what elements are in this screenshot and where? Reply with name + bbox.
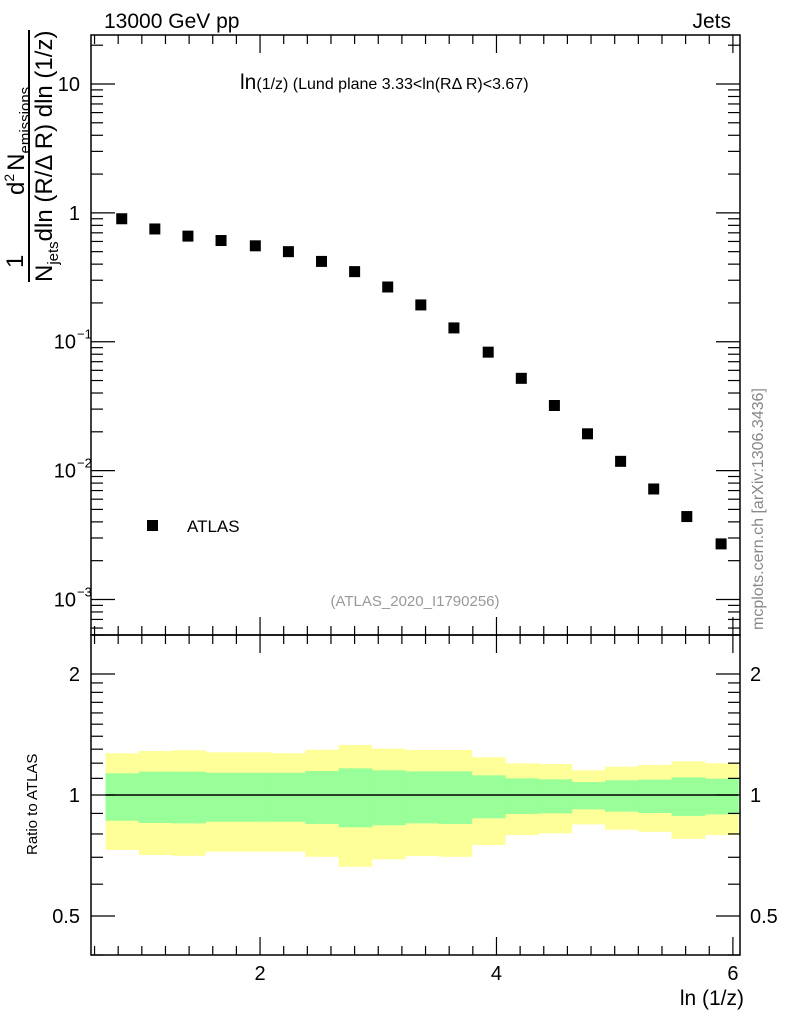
band-inner-bin bbox=[471, 775, 506, 819]
data-point-atlas bbox=[715, 538, 727, 550]
band-inner-bin bbox=[238, 772, 273, 822]
y-tick-exponent: −1 bbox=[77, 327, 92, 342]
band-inner-bin bbox=[505, 778, 539, 814]
band-inner-bin bbox=[338, 768, 373, 828]
header-right: Jets bbox=[692, 10, 731, 33]
y-tick-exponent: −2 bbox=[77, 456, 92, 471]
ratio-y-label: Ratio to ATLAS bbox=[24, 754, 41, 855]
legend-marker-atlas bbox=[147, 520, 158, 531]
ratio-y-tick-label-right: 1 bbox=[750, 785, 761, 807]
data-point-atlas bbox=[215, 235, 227, 247]
band-inner-bin bbox=[371, 770, 406, 826]
data-point-atlas bbox=[382, 281, 394, 293]
y-tick-label: 10 bbox=[54, 332, 76, 354]
data-point-atlas bbox=[249, 240, 261, 252]
ylabel-sup: 2 bbox=[1, 174, 17, 182]
y-tick-label: 10 bbox=[54, 461, 76, 483]
band-inner-bin bbox=[205, 772, 240, 822]
data-point-atlas bbox=[149, 223, 161, 235]
ylabel-N: N bbox=[3, 154, 30, 171]
band-inner-bin bbox=[638, 779, 673, 814]
x-tick-label: 6 bbox=[727, 963, 738, 985]
legend: ATLAS bbox=[147, 517, 240, 536]
data-point-atlas bbox=[282, 246, 294, 258]
main-frame bbox=[90, 34, 741, 636]
data-point-atlas bbox=[582, 428, 594, 440]
band-inner-bin bbox=[172, 771, 206, 824]
chart-title: ln(1/z) (Lund plane 3.33<ln(RΔ R)<3.67) bbox=[240, 71, 529, 94]
band-inner-bin bbox=[105, 773, 140, 821]
data-point-atlas bbox=[415, 299, 427, 311]
y-tick-exponent: −3 bbox=[77, 584, 92, 599]
data-point-atlas bbox=[482, 346, 494, 358]
ylabel-one: 1 bbox=[2, 255, 29, 268]
ratio-y-tick-label-left: 0.5 bbox=[52, 906, 80, 928]
band-inner-bin bbox=[671, 777, 706, 816]
data-point-atlas bbox=[615, 455, 627, 467]
ratio-y-tick-label-right: 2 bbox=[750, 664, 761, 686]
legend-label-atlas: ATLAS bbox=[187, 517, 240, 536]
x-tick-label: 4 bbox=[491, 963, 502, 985]
band-inner-bin bbox=[704, 778, 739, 815]
data-point-atlas bbox=[681, 511, 693, 523]
data-point-atlas bbox=[316, 255, 328, 267]
ylabel-d: d bbox=[3, 182, 30, 195]
analysis-id: (ATLAS_2020_I1790256) bbox=[330, 593, 499, 610]
x-axis-label: ln (1/z) bbox=[680, 987, 744, 1010]
x-tick-label: 2 bbox=[254, 963, 265, 985]
data-point-atlas bbox=[116, 213, 128, 225]
watermark: mcplots.cern.ch [arXiv:1306.3436] bbox=[750, 388, 767, 630]
data-point-atlas bbox=[648, 483, 660, 495]
ratio-y-tick-label-left: 2 bbox=[69, 664, 80, 686]
band-inner-bin bbox=[538, 779, 573, 814]
band-inner-bin bbox=[405, 771, 440, 824]
ratio-y-tick-label-right: 0.5 bbox=[750, 906, 778, 928]
band-inner-bin bbox=[305, 771, 340, 824]
ylabel-den-N: N bbox=[31, 265, 58, 282]
data-point-atlas bbox=[515, 372, 527, 384]
data-point-atlas bbox=[448, 322, 460, 334]
y-tick-label: 10 bbox=[58, 74, 80, 96]
data-point-atlas bbox=[548, 400, 560, 412]
band-inner-bin bbox=[438, 771, 473, 824]
ylabel-jets: jets bbox=[45, 241, 62, 265]
title-rest: (Lund plane 3.33<ln(RΔ R)<3.67) bbox=[288, 76, 528, 93]
ratio-y-tick-label-left: 1 bbox=[69, 785, 80, 807]
y-tick-label: 10 bbox=[54, 589, 76, 611]
title-arg: (1/z) bbox=[256, 76, 288, 93]
ylabel-denominator: Njetsdln (R/Δ R) dln (1/z) bbox=[31, 31, 62, 282]
ratio-plot: 2 4 6 2 2 1 1 0.5 0.5 bbox=[52, 35, 778, 985]
band-inner-bin bbox=[271, 772, 306, 822]
y-axis-label: 1 d2Nemissions Njetsdln (R/Δ R) dln (1/z… bbox=[1, 30, 62, 282]
band-inner-bin bbox=[604, 780, 639, 812]
y-tick-label: 1 bbox=[69, 203, 80, 225]
data-point-atlas bbox=[182, 230, 194, 242]
ylabel-den-rest: dln (R/Δ R) dln (1/z) bbox=[31, 31, 58, 242]
band-inner-bin bbox=[138, 771, 173, 823]
header-left: 13000 GeV pp bbox=[104, 10, 239, 33]
title-ln: ln bbox=[240, 71, 256, 94]
data-point-atlas bbox=[349, 266, 361, 278]
